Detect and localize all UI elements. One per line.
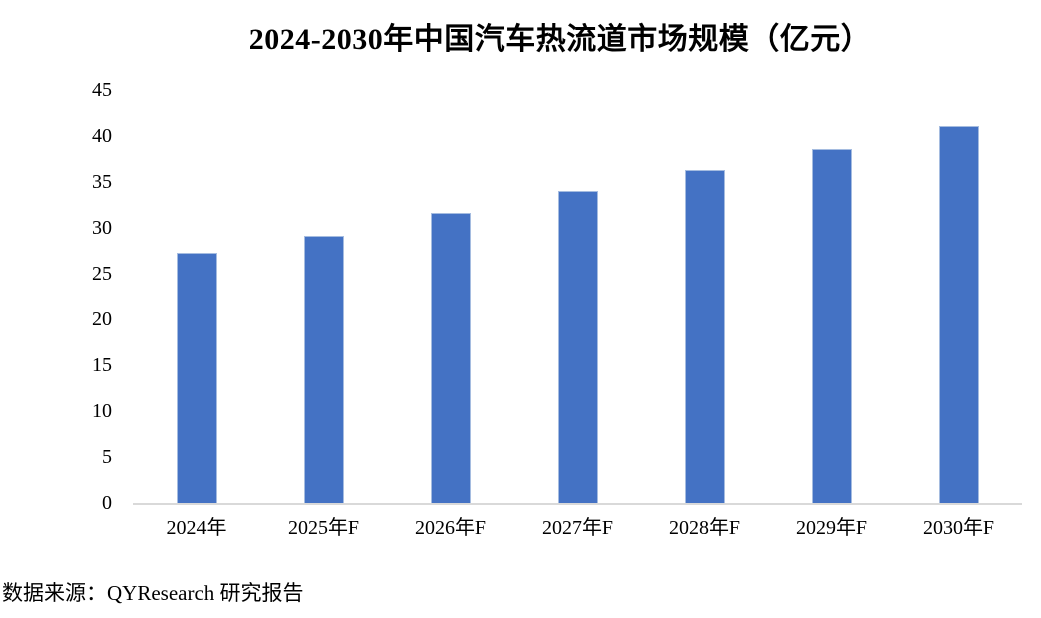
y-tick-label: 10	[92, 400, 112, 423]
y-tick-label: 20	[92, 308, 112, 331]
y-tick-label: 15	[92, 354, 112, 377]
x-tick-label: 2029年F	[795, 517, 868, 539]
x-tick-label: 2030年F	[922, 517, 995, 539]
bar-2025年F	[303, 235, 344, 503]
chart-title: 2024-2030年中国汽车热流道市场规模（亿元）	[248, 23, 872, 56]
y-tick-label: 25	[92, 262, 112, 285]
x-axis-line	[133, 503, 1022, 505]
bar-2029年F	[811, 148, 852, 503]
x-tick-label: 2028年F	[668, 517, 741, 539]
y-tick-label: 5	[102, 446, 112, 469]
y-tick-label: 45	[92, 79, 112, 101]
bar-2027年F	[557, 190, 598, 503]
bar-2026年F	[430, 212, 471, 503]
bar-2030年F	[938, 125, 979, 503]
bar-2028年F	[684, 169, 725, 503]
x-tick-label: 2027年F	[541, 517, 614, 539]
source-note: 数据来源：QYResearch 研究报告	[2, 581, 304, 605]
x-tick-label: 2026年F	[414, 517, 487, 539]
plot-area	[133, 90, 1022, 503]
x-tick-label: 2024年	[166, 517, 227, 539]
y-tick-label: 0	[102, 492, 112, 514]
x-tick-label: 2025年F	[287, 517, 360, 539]
bar-2024年	[176, 253, 217, 503]
y-tick-label: 40	[92, 124, 112, 147]
y-tick-label: 30	[92, 216, 112, 239]
y-tick-label: 35	[92, 170, 112, 193]
